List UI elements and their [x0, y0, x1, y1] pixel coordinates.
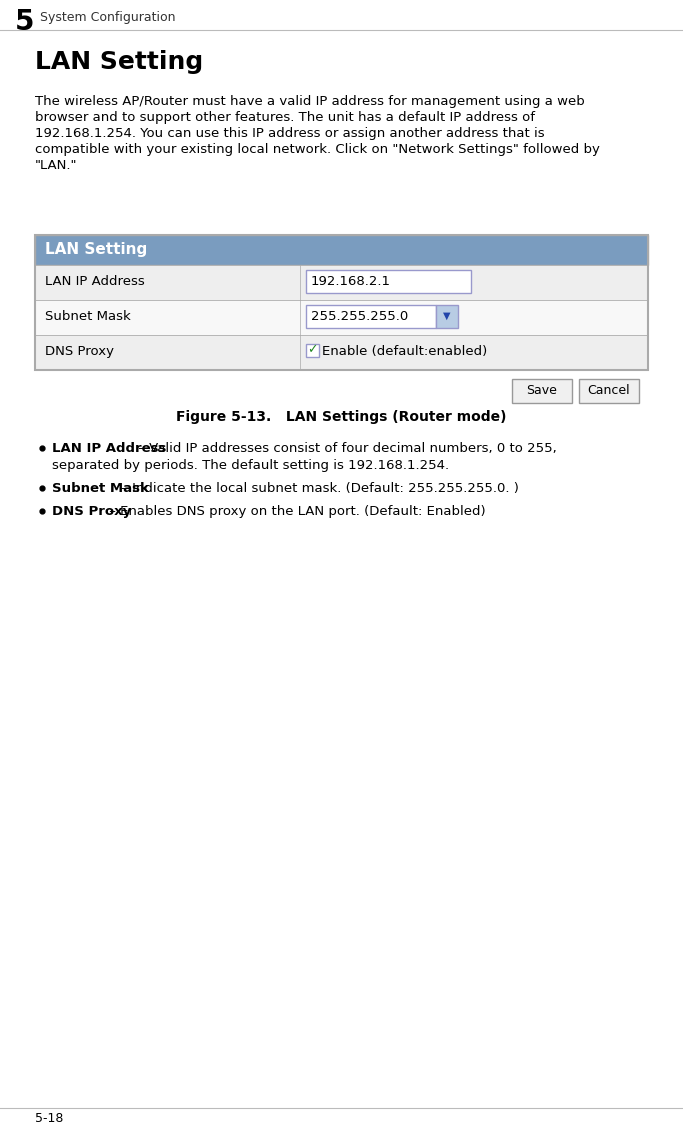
Text: DNS Proxy: DNS Proxy [52, 505, 131, 518]
FancyBboxPatch shape [35, 235, 648, 265]
Text: 192.168.2.1: 192.168.2.1 [311, 275, 391, 288]
Text: Enable (default:enabled): Enable (default:enabled) [322, 345, 487, 358]
Text: 255.255.255.0: 255.255.255.0 [311, 310, 408, 323]
Text: Figure 5-13.   LAN Settings (Router mode): Figure 5-13. LAN Settings (Router mode) [176, 409, 507, 424]
Text: browser and to support other features. The unit has a default IP address of: browser and to support other features. T… [35, 111, 535, 124]
Text: 5-18: 5-18 [35, 1112, 64, 1125]
Text: "LAN.": "LAN." [35, 159, 77, 171]
Text: 192.168.1.254. You can use this IP address or assign another address that is: 192.168.1.254. You can use this IP addre… [35, 127, 544, 140]
Text: separated by periods. The default setting is 192.168.1.254.: separated by periods. The default settin… [52, 459, 449, 472]
Text: DNS Proxy: DNS Proxy [45, 345, 114, 358]
Text: System Configuration: System Configuration [40, 11, 176, 24]
Text: – Valid IP addresses consist of four decimal numbers, 0 to 255,: – Valid IP addresses consist of four dec… [135, 442, 557, 455]
Text: Cancel: Cancel [587, 384, 630, 397]
Text: ▼: ▼ [443, 311, 451, 321]
FancyBboxPatch shape [306, 344, 319, 356]
Text: LAN Setting: LAN Setting [35, 50, 204, 74]
Text: – Indicate the local subnet mask. (Default: 255.255.255.0. ): – Indicate the local subnet mask. (Defau… [117, 482, 518, 495]
Text: compatible with your existing local network. Click on "Network Settings" followe: compatible with your existing local netw… [35, 143, 600, 156]
FancyBboxPatch shape [35, 265, 648, 300]
FancyBboxPatch shape [436, 305, 458, 328]
FancyBboxPatch shape [579, 379, 639, 403]
Text: Subnet Mask: Subnet Mask [52, 482, 149, 495]
Text: – Enables DNS proxy on the LAN port. (Default: Enabled): – Enables DNS proxy on the LAN port. (De… [105, 505, 486, 518]
Text: Subnet Mask: Subnet Mask [45, 310, 130, 323]
FancyBboxPatch shape [306, 305, 436, 328]
Text: LAN IP Address: LAN IP Address [52, 442, 167, 455]
Text: The wireless AP/Router must have a valid IP address for management using a web: The wireless AP/Router must have a valid… [35, 95, 585, 108]
Text: LAN Setting: LAN Setting [45, 243, 148, 257]
Text: Save: Save [527, 384, 557, 397]
FancyBboxPatch shape [35, 335, 648, 370]
Text: LAN IP Address: LAN IP Address [45, 275, 145, 288]
Text: 5: 5 [15, 8, 35, 36]
Text: ✓: ✓ [307, 344, 317, 356]
FancyBboxPatch shape [512, 379, 572, 403]
FancyBboxPatch shape [35, 300, 648, 335]
FancyBboxPatch shape [306, 270, 471, 293]
